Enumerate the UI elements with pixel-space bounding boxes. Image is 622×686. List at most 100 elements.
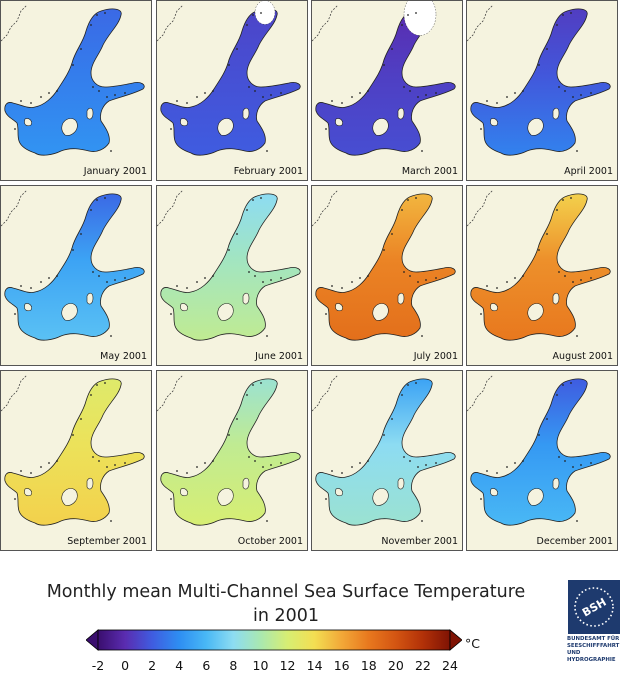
coast-detail [576, 150, 578, 152]
island [372, 118, 389, 136]
coast-detail [407, 384, 409, 386]
sst-map [1, 189, 145, 341]
baltic-sea-surface [160, 193, 301, 341]
coast-detail [204, 462, 206, 464]
coast-detail [590, 92, 592, 94]
coast-detail [486, 470, 488, 472]
coast-detail [248, 86, 250, 88]
coast-detail [383, 434, 385, 436]
island [372, 488, 389, 506]
coast-detail [480, 313, 482, 315]
coast-detail [421, 150, 423, 152]
coast-detail [435, 92, 437, 94]
bsh-logo-emblem: BSH [574, 587, 614, 627]
coast-detail [110, 520, 112, 522]
coast-detail [228, 64, 230, 66]
coast-detail [98, 90, 100, 92]
coast-detail [580, 464, 582, 466]
coast-detail [40, 466, 42, 468]
month-panel: April 2001 [466, 0, 618, 181]
norway-coastline [1, 4, 28, 42]
island [372, 303, 389, 321]
coast-detail [351, 281, 353, 283]
coast-detail [417, 96, 419, 98]
coast-detail [572, 96, 574, 98]
island [490, 488, 498, 497]
coast-detail [564, 460, 566, 462]
coast-detail [270, 94, 272, 96]
norway-coastline [312, 189, 339, 227]
bsh-logo: BSH [568, 580, 620, 634]
coast-detail [325, 313, 327, 315]
sst-map [312, 1, 456, 156]
coast-detail [425, 464, 427, 466]
coast-detail [96, 384, 98, 386]
coast-detail [506, 96, 508, 98]
month-label: March 2001 [401, 166, 458, 177]
norway-coastline [157, 374, 184, 412]
colorbar-tick-label: 14 [306, 658, 323, 673]
island [217, 488, 234, 506]
coast-detail [280, 92, 282, 94]
month-panel: December 2001 [466, 370, 618, 551]
coast-detail [56, 275, 58, 277]
sst-map [467, 189, 611, 341]
coast-detail [90, 24, 92, 26]
coast-detail [331, 100, 333, 102]
month-label: November 2001 [381, 536, 458, 547]
coast-detail [124, 462, 126, 464]
coast-detail [401, 209, 403, 211]
coast-detail [110, 335, 112, 337]
coast-detail [262, 281, 264, 283]
ice-cover [254, 1, 276, 25]
coast-detail [266, 520, 268, 522]
coast-detail [496, 472, 498, 474]
coast-detail [590, 277, 592, 279]
coast-detail [522, 275, 524, 277]
coast-detail [186, 472, 188, 474]
baltic-sea-surface [160, 378, 301, 526]
island [180, 303, 188, 312]
month-label: April 2001 [564, 166, 613, 177]
coast-detail [92, 86, 94, 88]
coast-detail [359, 277, 361, 279]
sst-map [157, 374, 301, 526]
colorbar-bar [97, 629, 451, 651]
coast-detail [96, 199, 98, 201]
coast-detail [486, 285, 488, 287]
coast-detail [204, 277, 206, 279]
coast-detail [546, 418, 548, 420]
island [61, 303, 78, 321]
coast-detail [417, 466, 419, 468]
island [335, 118, 343, 127]
coast-detail [196, 466, 198, 468]
island [242, 292, 250, 305]
coast-detail [421, 520, 423, 522]
coast-detail [104, 197, 106, 199]
sst-map [312, 189, 456, 341]
colorbar-tick-label: 18 [360, 658, 377, 673]
sst-map [467, 4, 611, 156]
coast-detail [212, 275, 214, 277]
island [180, 488, 188, 497]
island [217, 118, 234, 136]
coast-detail [72, 64, 74, 66]
month-label: December 2001 [536, 536, 613, 547]
coast-detail [236, 48, 238, 50]
coast-detail [546, 48, 548, 50]
coast-detail [486, 100, 488, 102]
coast-detail [104, 12, 106, 14]
coast-detail [252, 14, 254, 16]
month-panel: June 2001 [156, 185, 308, 366]
norway-coastline [157, 4, 184, 42]
coast-detail [351, 96, 353, 98]
coast-detail [407, 14, 409, 16]
coast-detail [576, 520, 578, 522]
coast-detail [415, 382, 417, 384]
coast-detail [391, 418, 393, 420]
coast-detail [170, 498, 172, 500]
colorbar-tick-label: 0 [121, 658, 130, 673]
coast-detail [538, 434, 540, 436]
month-panel: September 2001 [0, 370, 152, 551]
coast-detail [72, 434, 74, 436]
